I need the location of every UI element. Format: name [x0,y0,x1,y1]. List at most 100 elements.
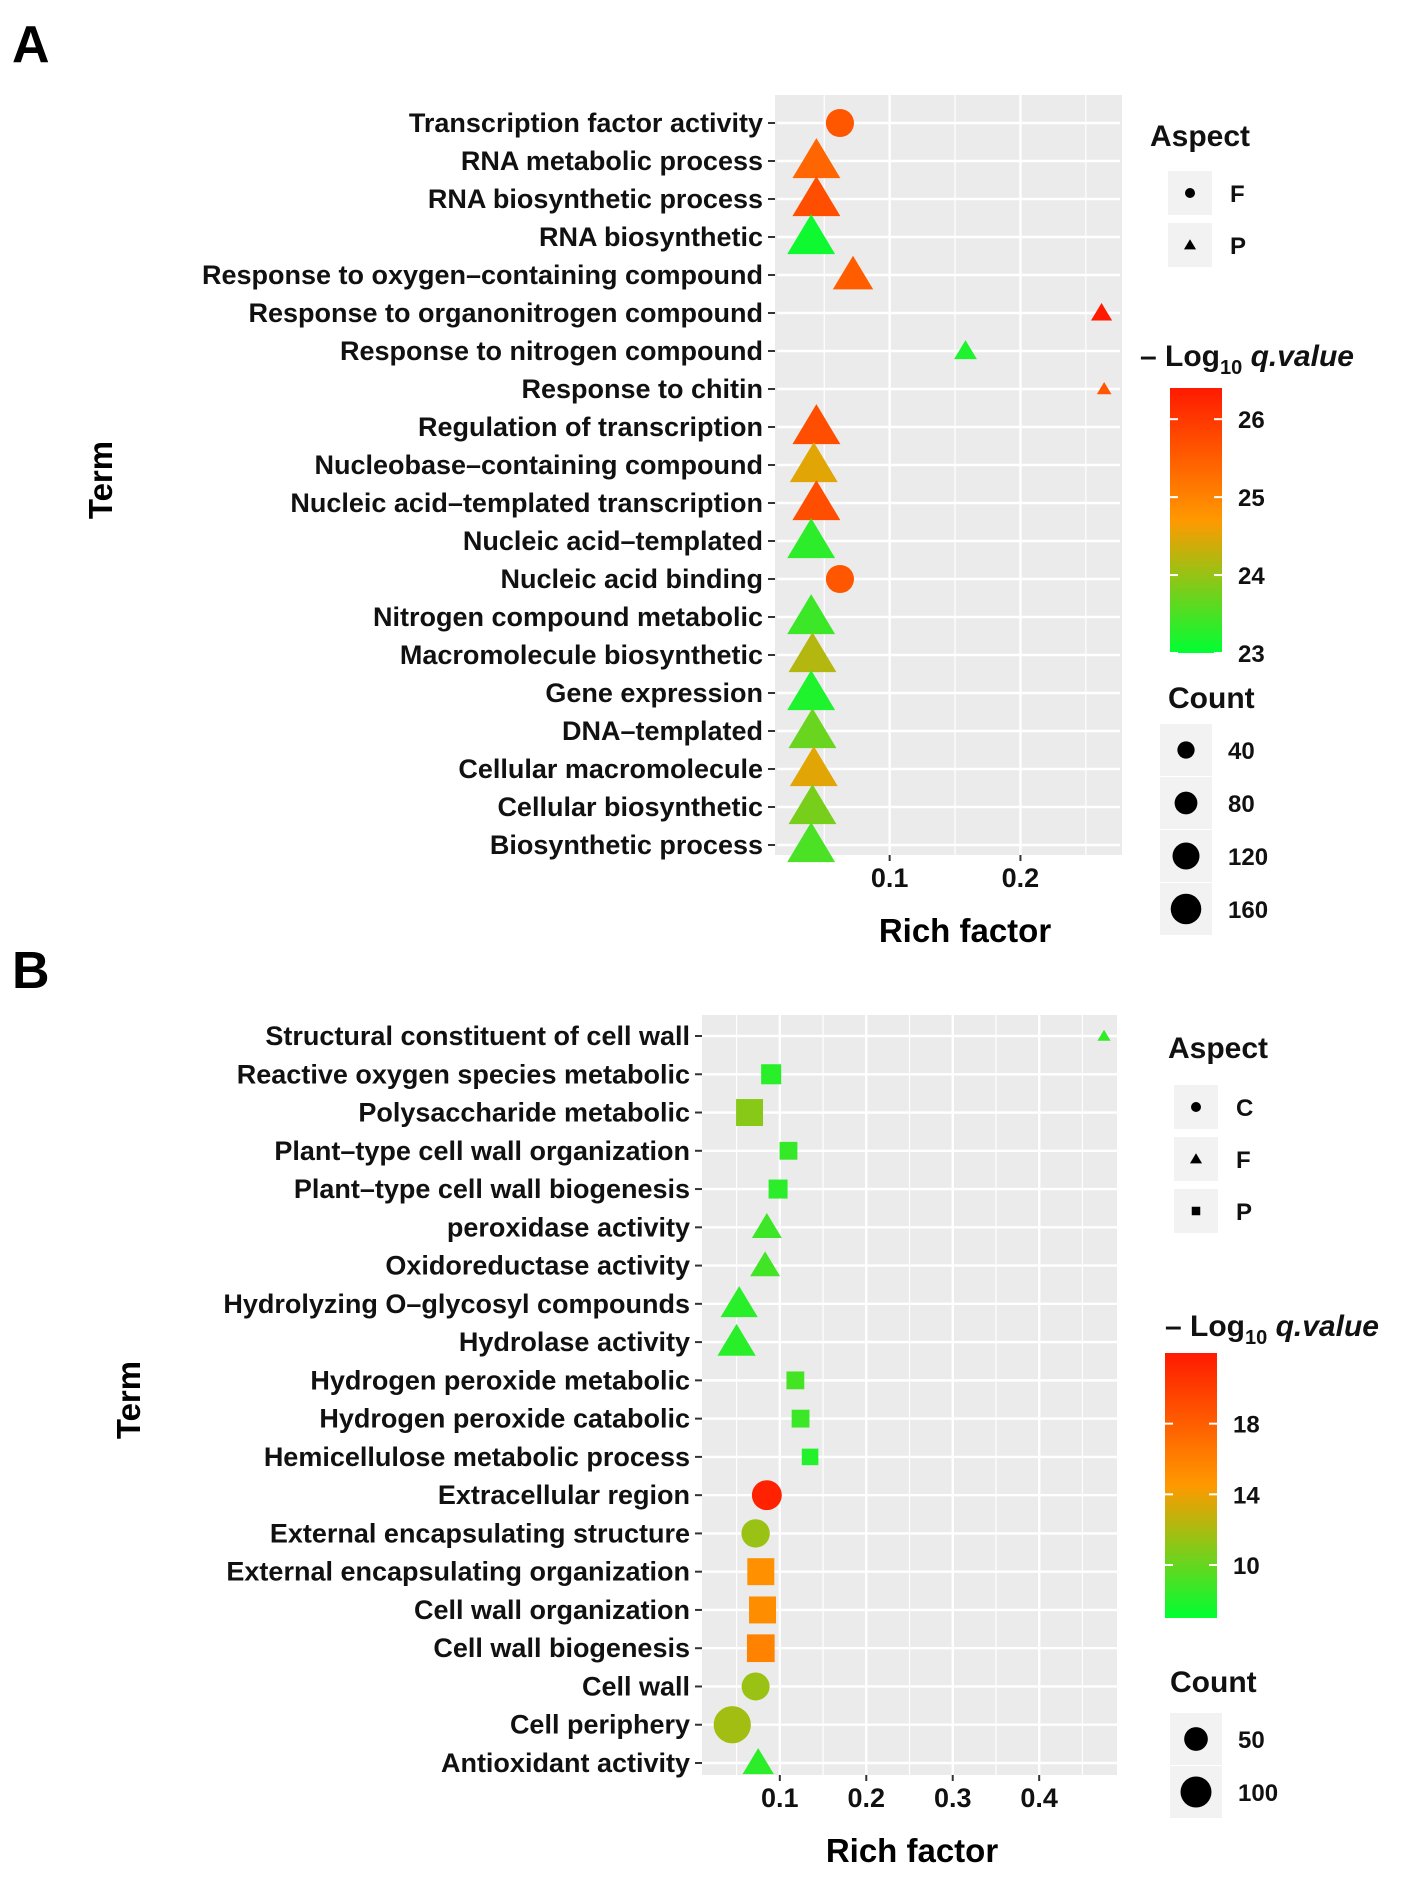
term-label: Biosynthetic process [490,830,763,860]
count-legend-circle-icon [1174,791,1198,815]
panel-a-grid [777,95,1120,855]
x-tick-label: 0.3 [934,1783,972,1813]
legend-circle-icon [1191,1102,1201,1112]
term-label: Gene expression [545,678,763,708]
term-label: Cell periphery [510,1710,690,1740]
panel-b-x-axis-title: Rich factor [826,1832,999,1869]
panel-b-color-bar [1165,1353,1217,1618]
data-point [789,746,838,787]
term-label: Nucleobase–containing compound [314,450,763,480]
count-legend-circle-icon [1172,842,1200,870]
term-label: Regulation of transcription [418,412,763,442]
term-label: Cell wall [582,1671,690,1701]
data-point [954,340,977,360]
panel-a-color-bar [1170,388,1222,653]
panel-a-aspect-legend-title: Aspect [1150,120,1250,153]
panel-a-x-ticks: 0.1 0.2 [871,855,1039,893]
panel-a-aspect-legend: Aspect FP [1150,120,1250,267]
color-legend-tick-label: 23 [1238,641,1265,668]
term-label: RNA biosynthetic process [428,184,763,214]
x-tick-label: 0.1 [871,863,909,893]
legend-triangle-icon [1183,239,1197,250]
panel-a-count-legend-title: Count [1168,682,1255,715]
term-label: Plant–type cell wall organization [274,1136,690,1166]
term-label: Nucleic acid binding [500,564,763,594]
panel-a: A Transcription factor activity RNA metab… [12,16,1354,949]
panel-b-aspect-legend: Aspect CFP [1168,1032,1268,1233]
count-legend-label: 100 [1238,1780,1278,1807]
count-legend-circle-icon [1184,1727,1208,1751]
term-label: Hydrogen peroxide metabolic [310,1365,690,1395]
term-label: Nucleic acid–templated transcription [290,488,763,518]
panel-b-x-ticks: 0.1 0.2 0.3 0.4 [761,1775,1058,1813]
term-label: External encapsulating structure [270,1518,690,1548]
data-point [787,670,836,711]
data-point [792,480,841,521]
panel-a-label: A [12,16,50,74]
data-point [751,1213,782,1239]
panel-b-count-legend: Count 50 100 [1170,1666,1278,1818]
panel-a-color-legend: – Log10 q.value 23 24 25 26 [1140,340,1354,668]
panel-b-count-legend-title: Count [1170,1666,1257,1699]
x-tick-label: 0.1 [761,1783,799,1813]
aspect-legend-label: P [1230,233,1246,260]
term-label: peroxidase activity [447,1212,690,1242]
panel-b: B Structural constituent of cell wall Rea… [12,942,1379,1869]
color-legend-tick-label: 10 [1233,1553,1260,1580]
data-point [751,1480,782,1511]
panel-a-y-axis-title: Term [82,441,119,519]
term-label: Hemicellulose metabolic process [264,1442,690,1472]
term-label: Response to nitrogen compound [340,336,763,366]
panel-a-x-axis-title: Rich factor [879,912,1052,949]
term-label: External encapsulating organization [226,1557,690,1587]
data-point [1090,302,1113,321]
panel-b-color-legend-title-prefix: – Log [1165,1310,1245,1343]
term-label: Hydrolase activity [459,1327,690,1357]
term-label: Cellular macromolecule [458,754,763,784]
count-legend-label: 40 [1228,738,1255,765]
term-label: Macromolecule biosynthetic [400,640,763,670]
panel-b-color-legend-title-suffix: q.value [1267,1310,1379,1343]
panel-b-y-axis-title: Term [110,1361,147,1439]
term-label: Transcription factor activity [409,108,763,138]
count-legend-circle-icon [1170,893,1202,925]
panel-a-term-labels: Transcription factor activity RNA metabol… [202,108,775,860]
term-label: Oxidoreductase activity [385,1251,690,1281]
data-point [792,138,841,179]
color-legend-tick-label: 14 [1233,1482,1260,1509]
count-legend-circle-icon [1177,741,1195,759]
count-legend-label: 80 [1228,791,1255,818]
term-label: Cell wall organization [414,1595,690,1625]
term-label: Extracellular region [438,1480,690,1510]
term-label: Hydrogen peroxide catabolic [319,1404,690,1434]
term-label: Antioxidant activity [441,1748,690,1778]
data-point [741,1672,770,1701]
count-legend-label: 160 [1228,897,1268,924]
data-point [736,1099,764,1127]
data-point [825,108,854,138]
legend-circle-icon [1185,188,1195,198]
data-point [825,564,854,594]
panel-b-label: B [12,942,50,1000]
data-point [801,1448,819,1466]
data-point [779,1141,798,1160]
panel-a-color-legend-title-prefix: – Log [1140,340,1220,373]
term-label: Cell wall biogenesis [433,1633,690,1663]
term-label: RNA biosynthetic [539,222,763,252]
panel-a-color-legend-title: – Log10 q.value [1140,340,1354,379]
legend-triangle-icon [1189,1153,1203,1164]
panel-b-aspect-legend-title: Aspect [1168,1032,1268,1065]
color-legend-tick-label: 26 [1238,407,1265,434]
aspect-legend-label: P [1236,1199,1252,1226]
data-point [749,1596,777,1624]
aspect-legend-label: F [1230,181,1245,208]
data-point [761,1064,782,1085]
term-label: Reactive oxygen species metabolic [237,1059,690,1089]
color-legend-tick-label: 24 [1238,563,1265,590]
data-point [832,255,874,290]
x-tick-label: 0.2 [847,1783,885,1813]
aspect-legend-label: C [1236,1095,1253,1122]
term-label: RNA metabolic process [461,146,763,176]
data-point [742,1748,774,1775]
